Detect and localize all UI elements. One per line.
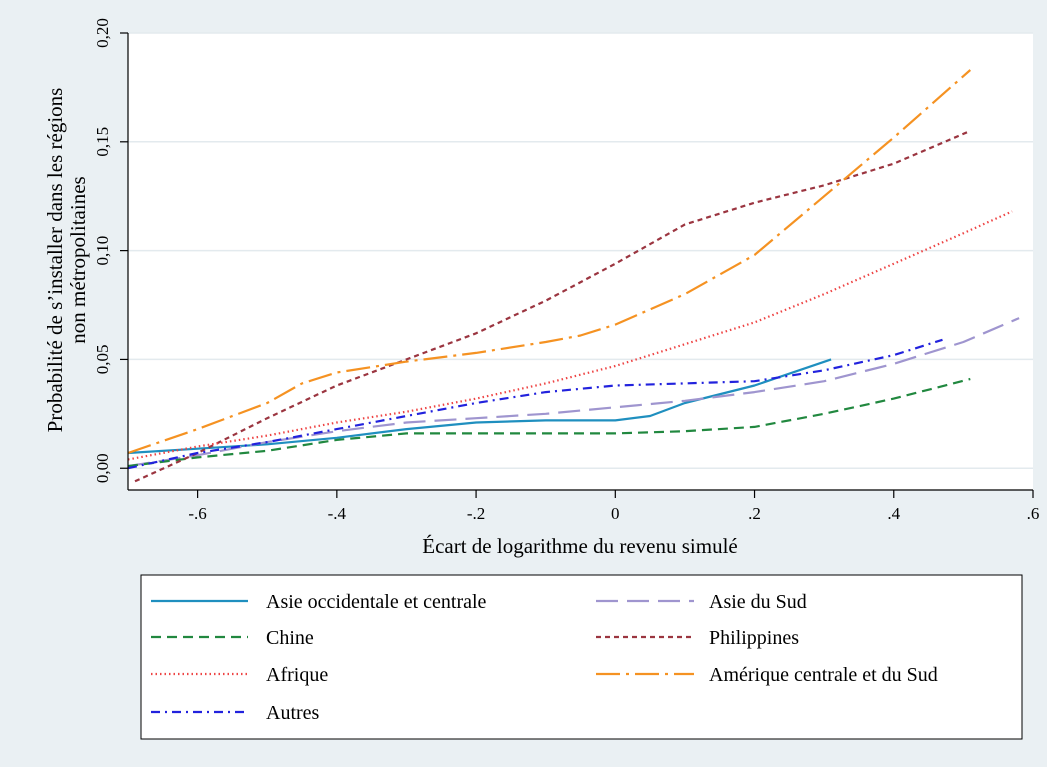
series-line — [127, 338, 943, 470]
legend: Asie occidentale et centrale Asie du Sud C… — [151, 591, 938, 724]
y-tick-label: 0,20 — [93, 18, 112, 48]
y-tick-label: 0,00 — [93, 453, 112, 483]
series-line — [134, 129, 971, 483]
y-tick-label: 0,10 — [93, 236, 112, 266]
y-axis-ticks: 0,00 0,05 0,10 0,15 0,20 — [93, 18, 128, 483]
legend-label: Asie occidentale et centrale — [266, 591, 487, 613]
y-tick-label: 0,15 — [93, 127, 112, 157]
legend-label: Asie du Sud — [709, 591, 807, 613]
series-line — [127, 210, 1013, 461]
x-tick-label: .6 — [1027, 504, 1040, 523]
x-tick-label: -.2 — [467, 504, 485, 523]
legend-label: Amérique centrale et du Sud — [709, 664, 938, 686]
plot-area — [128, 33, 1033, 490]
x-tick-label: .2 — [748, 504, 761, 523]
x-axis-ticks: -.6 -.4 -.2 0 .2 .4 .6 — [188, 490, 1039, 523]
x-tick-label: .4 — [887, 504, 900, 523]
series-line — [127, 377, 971, 468]
legend-label: Chine — [266, 627, 314, 649]
x-tick-label: -.6 — [188, 504, 206, 523]
legend-box — [140, 574, 1023, 740]
x-tick-label: 0 — [611, 504, 620, 523]
x-tick-label: -.4 — [328, 504, 347, 523]
gridlines — [128, 32, 1033, 469]
series-line — [127, 69, 972, 455]
legend-label: Autres — [266, 702, 320, 724]
y-tick-label: 0,05 — [93, 345, 112, 375]
legend-label: Philippines — [709, 627, 799, 649]
series-line — [127, 317, 1020, 468]
series-lines — [127, 69, 1020, 483]
x-axis-label: Écart de logarithme du revenu simulé — [422, 534, 737, 558]
y-axis-label-line-1: Probabilité de s’installer dans les régi… — [43, 88, 67, 433]
legend-label: Afrique — [266, 664, 328, 686]
y-axis-label-line-2: non métropolitaines — [66, 176, 90, 343]
